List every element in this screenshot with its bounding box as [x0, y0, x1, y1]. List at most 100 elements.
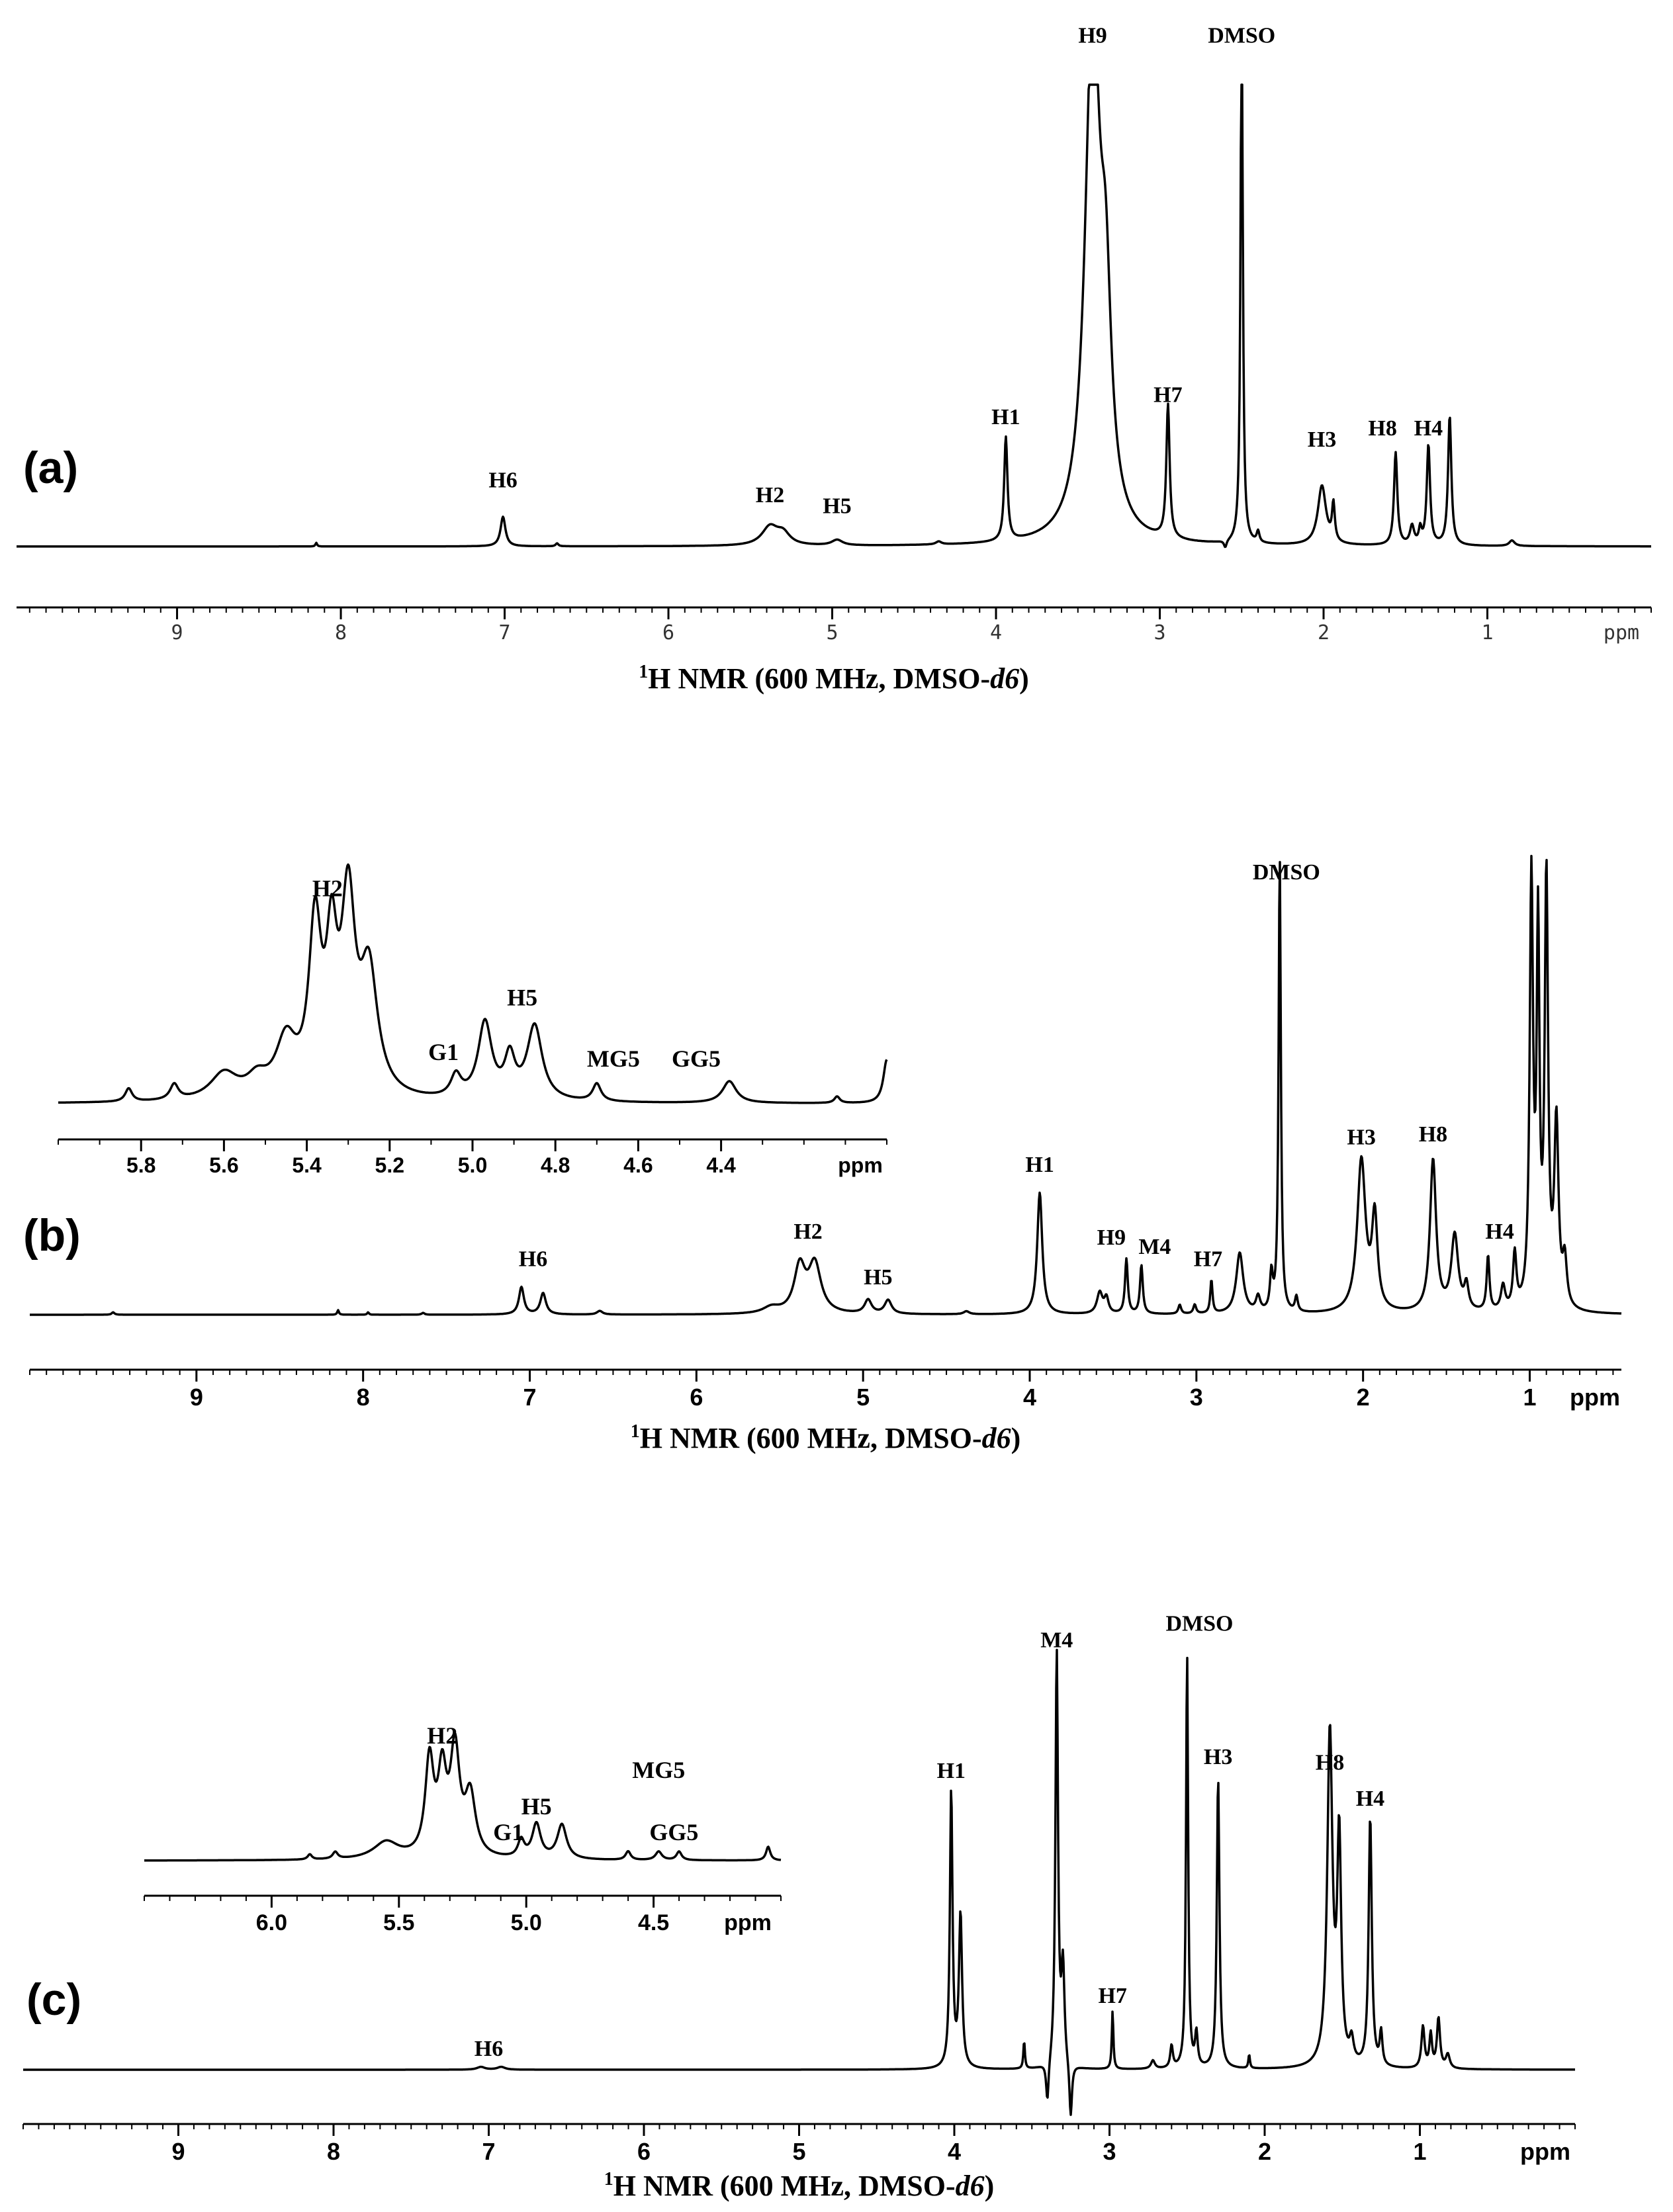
axis-b-unit-label: ppm [1570, 1384, 1620, 1411]
inset-axis-c-tick-label: 6.0 [256, 1910, 287, 1935]
inset-c-peak-label: G1 [493, 1819, 523, 1845]
spectrum-a-peak-label: H2 [756, 483, 784, 508]
inset-b: H2 G1 H5 MG5 GG5 5.8 5.6 5.4 5.2 5.0 4.8 4.6 4.4 ppm [58, 863, 888, 1177]
spectrum-b-peak-label: H4 [1485, 1219, 1514, 1244]
spectrum-b-peak-label: H2 [793, 1219, 822, 1244]
spectrum-c-peak-label: H3 [1204, 1745, 1232, 1769]
axis-b-tick-label: 7 [523, 1384, 536, 1411]
inset-b-line [58, 863, 888, 1104]
panel-label-c: (c) [26, 1974, 81, 2025]
axis-b-tick-label: 5 [856, 1384, 870, 1411]
axis-b-tick-label: 1 [1523, 1384, 1536, 1411]
inset-axis-b-tick-label: 4.8 [541, 1153, 570, 1177]
axis-c-unit-label: ppm [1520, 2138, 1570, 2165]
axis-a-tick-label: 6 [662, 621, 674, 644]
inset-b-peak-label: H2 [312, 875, 343, 902]
inset-axis-c-tick-label: 5.5 [383, 1910, 414, 1935]
spectrum-c-peak-label: M4 [1040, 1628, 1073, 1653]
inset-axis-b-tick-label: 4.4 [706, 1153, 736, 1177]
panel-b: H6 H2 H5 H1 H9 M4 H7 DMSO H3 H8 H4 9 8 7 6 5 4 3 2 1 ppm (b) 1… [23, 854, 1622, 1454]
axis-c-tick-label: 9 [171, 2138, 185, 2165]
axis-a-tick-label: 1 [1481, 621, 1493, 644]
spectrum-a-peak-label: H9 [1078, 23, 1107, 48]
spectrum-a-peak-label: H1 [991, 405, 1020, 429]
axis-c-tick-label: 5 [792, 2138, 805, 2165]
axis-b-tick-label: 8 [357, 1384, 370, 1411]
panel-a: H6 H2 H5 H1 H9 DMSO H7 H3 H8 H4 9 8 7 6 5 4 3 2 1 ppm (a) 1H … [16, 23, 1652, 695]
axis-c-tick-label: 6 [637, 2138, 651, 2165]
axis-b-tick-label: 2 [1357, 1384, 1370, 1411]
x-axis-title-c: 1H NMR (600 MHz, DMSO-d6) [604, 2169, 995, 2202]
axis-c-tick-label: 7 [482, 2138, 495, 2165]
spectrum-c-peak-label: H6 [475, 2037, 503, 2061]
spectrum-a-peak-label: H7 [1153, 383, 1182, 408]
inset-axis-c-tick-label: 4.5 [638, 1910, 669, 1935]
axis-a-tick-label: 3 [1153, 621, 1165, 644]
axis-c-tick-label: 1 [1413, 2138, 1426, 2165]
axis-b-tick-label: 4 [1023, 1384, 1036, 1411]
spectrum-b-peak-label: H3 [1347, 1125, 1375, 1149]
inset-c-peak-label: MG5 [632, 1757, 685, 1783]
spectrum-c-peak-label: H1 [937, 1759, 966, 1783]
inset-axis-c-unit-label: ppm [724, 1910, 772, 1935]
spectrum-c-peak-label: H8 [1316, 1750, 1344, 1775]
spectrum-b-peak-label: H9 [1097, 1225, 1126, 1250]
inset-axis-c-tick-label: 5.0 [511, 1910, 542, 1935]
spectrum-c-line [23, 1648, 1576, 2116]
axis-a-unit-label: ppm [1604, 621, 1639, 644]
spectrum-a-peak-label: H3 [1308, 427, 1336, 452]
axis-a-tick-label: 9 [171, 621, 183, 644]
panel-label-a: (a) [23, 443, 78, 493]
spectrum-b-line [29, 854, 1622, 1316]
panel-c: H6 H1 M4 H7 DMSO H3 H8 H4 9 8 7 6 5 4 3 2 1 ppm (c) 1H NMR … [23, 1611, 1576, 2202]
inset-b-peak-label: MG5 [587, 1045, 640, 1072]
spectrum-a-peak-label: H5 [823, 494, 851, 519]
inset-c-peak-label: H5 [521, 1793, 552, 1820]
axis-c-tick-label: 2 [1258, 2138, 1271, 2165]
spectrum-b-peak-label: M4 [1138, 1235, 1171, 1259]
axis-c-tick-label: 8 [327, 2138, 340, 2165]
axis-a-tick-label: 5 [826, 621, 838, 644]
spectrum-c-peak-label: H7 [1098, 1984, 1126, 2008]
inset-axis-b-tick-label: 5.2 [375, 1153, 404, 1177]
axis-b-tick-label: 3 [1190, 1384, 1203, 1411]
x-axis-title-a: 1H NMR (600 MHz, DMSO-d6) [639, 662, 1029, 695]
axis-a-tick-label: 7 [499, 621, 511, 644]
inset-b-peak-label: GG5 [672, 1045, 721, 1072]
axis-a-tick-label: 2 [1318, 621, 1330, 644]
spectrum-a-line [16, 83, 1652, 549]
inset-c-peak-label: H2 [427, 1722, 457, 1749]
panel-label-b: (b) [23, 1210, 81, 1261]
spectrum-a-peak-label: DMSO [1208, 23, 1275, 48]
inset-axis-b-tick-label: 5.8 [126, 1153, 156, 1177]
spectrum-b-peak-label: H1 [1025, 1153, 1054, 1177]
inset-b-peak-label: G1 [428, 1039, 459, 1065]
inset-axis-b-unit-label: ppm [838, 1153, 883, 1177]
axis-b-tick-label: 6 [690, 1384, 703, 1411]
axis-a-tick-label: 8 [335, 621, 347, 644]
x-axis-title-b: 1H NMR (600 MHz, DMSO-d6) [631, 1421, 1021, 1454]
inset-c-peak-label: GG5 [649, 1819, 698, 1845]
inset-axis-b-tick-label: 5.6 [209, 1153, 238, 1177]
inset-c-line [144, 1732, 782, 1862]
axis-c-tick-label: 3 [1103, 2138, 1116, 2165]
spectrum-b-peak-label: H6 [519, 1247, 547, 1271]
axis-b-tick-label: 9 [190, 1384, 203, 1411]
spectrum-a-peak-label: H8 [1368, 416, 1396, 441]
inset-axis-b-tick-label: 4.6 [623, 1153, 653, 1177]
axis-c-tick-label: 4 [948, 2138, 961, 2165]
spectrum-b-peak-label: H7 [1194, 1247, 1222, 1271]
inset-b-peak-label: H5 [507, 985, 537, 1011]
inset-axis-b-tick-label: 5.0 [458, 1153, 487, 1177]
spectrum-b-peak-label: H8 [1419, 1122, 1447, 1147]
spectrum-c-peak-label: H4 [1356, 1787, 1384, 1811]
inset-axis-b-tick-label: 5.4 [292, 1153, 322, 1177]
spectrum-a-peak-label: H6 [488, 468, 517, 492]
spectrum-c-peak-label: DMSO [1166, 1611, 1234, 1636]
spectrum-a-peak-label: H4 [1414, 416, 1443, 441]
spectrum-b-peak-label: H5 [864, 1265, 892, 1290]
axis-a-tick-label: 4 [990, 621, 1002, 644]
spectrum-b-peak-label: DMSO [1253, 860, 1320, 885]
